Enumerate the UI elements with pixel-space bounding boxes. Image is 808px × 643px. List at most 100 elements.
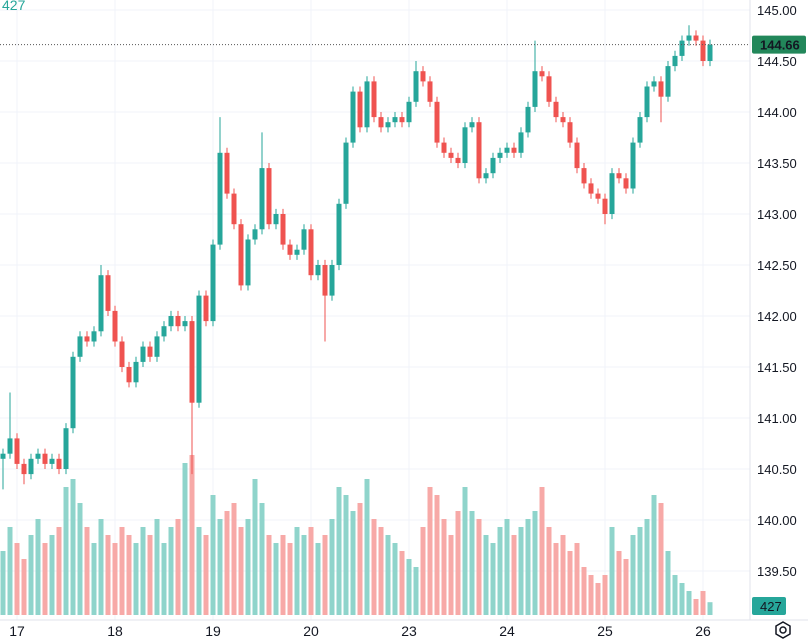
candle-body	[700, 40, 706, 61]
last-price-badge	[752, 35, 806, 54]
candle-body	[378, 117, 384, 128]
volume-bar	[245, 519, 251, 615]
volume-bar	[203, 535, 209, 615]
volume-bar	[357, 503, 363, 615]
candle-body	[616, 173, 622, 179]
volume-bar	[301, 535, 307, 615]
volume-bar	[679, 583, 685, 615]
volume-bar	[217, 519, 223, 615]
candle-body	[483, 173, 489, 179]
volume-bar	[238, 527, 244, 615]
volume-bar	[532, 511, 538, 615]
candle-body	[504, 147, 510, 153]
candle-body	[14, 438, 20, 464]
candle-body	[112, 310, 118, 342]
volume-bar	[133, 543, 139, 615]
candle-body	[497, 152, 503, 158]
candle-body	[322, 265, 328, 296]
candle-body	[581, 168, 587, 184]
volume-bar	[140, 527, 146, 615]
candle-body	[693, 35, 699, 41]
candle-body	[469, 122, 475, 128]
volume-bar	[434, 495, 440, 615]
candle-body	[602, 198, 608, 214]
candle-body	[567, 122, 573, 143]
candle-body	[189, 321, 195, 403]
candle-body	[651, 81, 657, 87]
candle-body	[532, 71, 538, 107]
volume-bar	[343, 495, 349, 615]
candle-body	[637, 117, 643, 143]
volume-bar	[441, 519, 447, 615]
candle-body	[105, 275, 111, 311]
volume-bar	[182, 463, 188, 615]
candle-body	[644, 86, 650, 118]
date-tick-label: 20	[303, 623, 319, 639]
candle-body	[21, 463, 27, 475]
volume-bar	[350, 511, 356, 615]
candle-body	[133, 361, 139, 383]
volume-bar	[644, 519, 650, 615]
volume-legend-value: 427	[2, 0, 26, 13]
candle-body	[56, 458, 62, 469]
volume-bar	[623, 559, 629, 615]
volume-bar	[539, 487, 545, 615]
volume-bar	[525, 519, 531, 615]
volume-bar	[658, 503, 664, 615]
candle-body	[518, 132, 524, 153]
volume-bar	[35, 519, 41, 615]
volume-bar	[154, 519, 160, 615]
volume-bar	[91, 543, 97, 615]
volume-bar	[560, 535, 566, 615]
volume-bar	[392, 543, 398, 615]
settings-gear-icon[interactable]	[773, 620, 793, 640]
volume-bar	[210, 495, 216, 615]
candle-body	[399, 117, 405, 123]
candle-body	[336, 203, 342, 265]
volume-bar	[0, 551, 6, 615]
volume-bar	[126, 535, 132, 615]
candle-body	[525, 106, 531, 133]
volume-bar	[259, 503, 265, 615]
volume-bar	[315, 543, 321, 615]
candle-body	[665, 66, 671, 97]
price-tick-label: 143.00	[757, 207, 797, 222]
price-tick-label: 144.50	[757, 54, 797, 69]
volume-bar	[231, 503, 237, 615]
candle-body	[147, 346, 153, 357]
candle-body	[280, 214, 286, 245]
volume-bar	[252, 479, 258, 615]
volume-bar	[224, 511, 230, 615]
candle-body	[427, 81, 433, 102]
date-tick-label: 17	[9, 623, 25, 639]
price-tick-label: 140.00	[757, 513, 797, 528]
candle-body	[182, 321, 188, 327]
volume-bar	[553, 543, 559, 615]
candle-body	[371, 81, 377, 118]
candle-body	[42, 453, 48, 464]
last-price-label: 144.66	[760, 38, 800, 53]
date-tick-label: 26	[695, 623, 711, 639]
candle-body	[294, 249, 300, 255]
volume-bar	[630, 535, 636, 615]
last-volume-badge	[752, 597, 786, 615]
candle-body	[448, 152, 454, 158]
candle-body	[679, 40, 685, 56]
candle-body	[175, 316, 181, 327]
candle-body	[84, 336, 90, 342]
candle-body	[406, 101, 412, 123]
volume-bar	[364, 479, 370, 615]
candle-body	[707, 44, 713, 61]
volume-bar	[56, 527, 62, 615]
volume-bar	[672, 575, 678, 615]
volume-bar	[546, 527, 552, 615]
price-tick-label: 142.50	[757, 258, 797, 273]
price-tick-label: 142.00	[757, 309, 797, 324]
volume-bar	[455, 511, 461, 615]
last-volume-label: 427	[760, 599, 782, 614]
volume-bar	[469, 511, 475, 615]
date-tick-label: 25	[597, 623, 613, 639]
volume-bar	[266, 535, 272, 615]
volume-bar	[70, 479, 76, 615]
